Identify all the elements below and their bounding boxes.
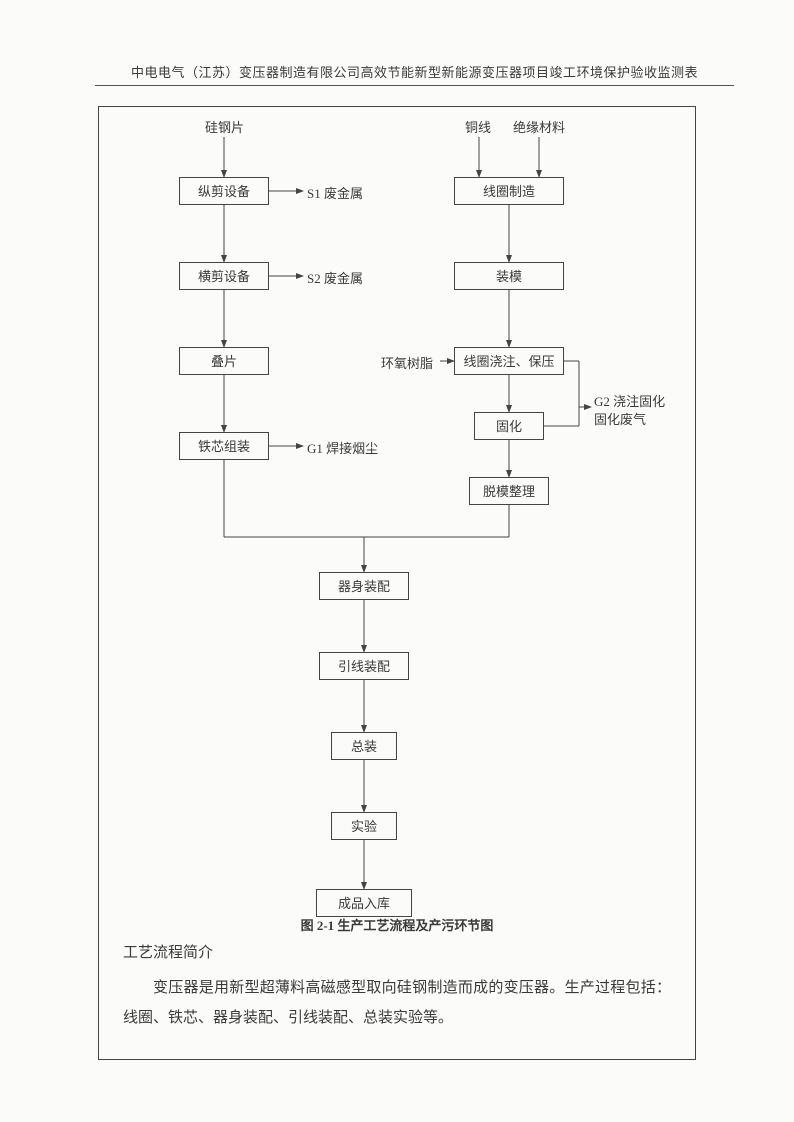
node-r5: 脱模整理 xyxy=(469,477,549,505)
side-label-g2: G2 浇注固化固化废气 xyxy=(594,393,674,429)
paragraph-text: 变压器是用新型超薄料高磁感型取向硅钢制造而成的变压器。生产过程包括：线圈、铁芯、… xyxy=(123,973,671,1033)
node-r1: 线圈制造 xyxy=(454,177,564,205)
input-copper-wire: 铜线 xyxy=(465,117,491,136)
node-c3: 总装 xyxy=(331,732,397,760)
node-r3: 线圈浇注、保压 xyxy=(454,347,564,375)
node-c5: 成品入库 xyxy=(316,889,412,917)
input-insulation: 绝缘材料 xyxy=(513,117,565,136)
node-l2: 横剪设备 xyxy=(179,262,269,290)
node-c2: 引线装配 xyxy=(319,652,409,680)
flowchart-edges xyxy=(99,107,697,917)
node-l1: 纵剪设备 xyxy=(179,177,269,205)
node-l3: 叠片 xyxy=(179,347,269,375)
node-c1: 器身装配 xyxy=(319,572,409,600)
flowchart-diagram: 硅钢片 铜线 绝缘材料 环氧树脂 纵剪设备横剪设备叠片铁芯组装 线圈制造装模线圈浇… xyxy=(99,107,695,917)
page-header: 中电电气（江苏）变压器制造有限公司高效节能新型新能源变压器项目竣工环境保护验收监… xyxy=(95,62,734,86)
node-c4: 实验 xyxy=(331,812,397,840)
side-label-g1: G1 焊接烟尘 xyxy=(307,438,378,457)
figure-caption: 图 2-1 生产工艺流程及产污环节图 xyxy=(99,915,695,934)
input-epoxy: 环氧树脂 xyxy=(381,353,433,372)
content-frame: 硅钢片 铜线 绝缘材料 环氧树脂 纵剪设备横剪设备叠片铁芯组装 线圈制造装模线圈浇… xyxy=(98,106,696,1060)
side-label-s1: S1 废金属 xyxy=(307,183,363,202)
node-l4: 铁芯组装 xyxy=(179,432,269,460)
node-r2: 装模 xyxy=(454,262,564,290)
side-label-s2: S2 废金属 xyxy=(307,268,363,287)
section-title: 工艺流程简介 xyxy=(123,941,213,962)
node-r4: 固化 xyxy=(474,412,544,440)
input-silicon-steel: 硅钢片 xyxy=(205,117,244,136)
